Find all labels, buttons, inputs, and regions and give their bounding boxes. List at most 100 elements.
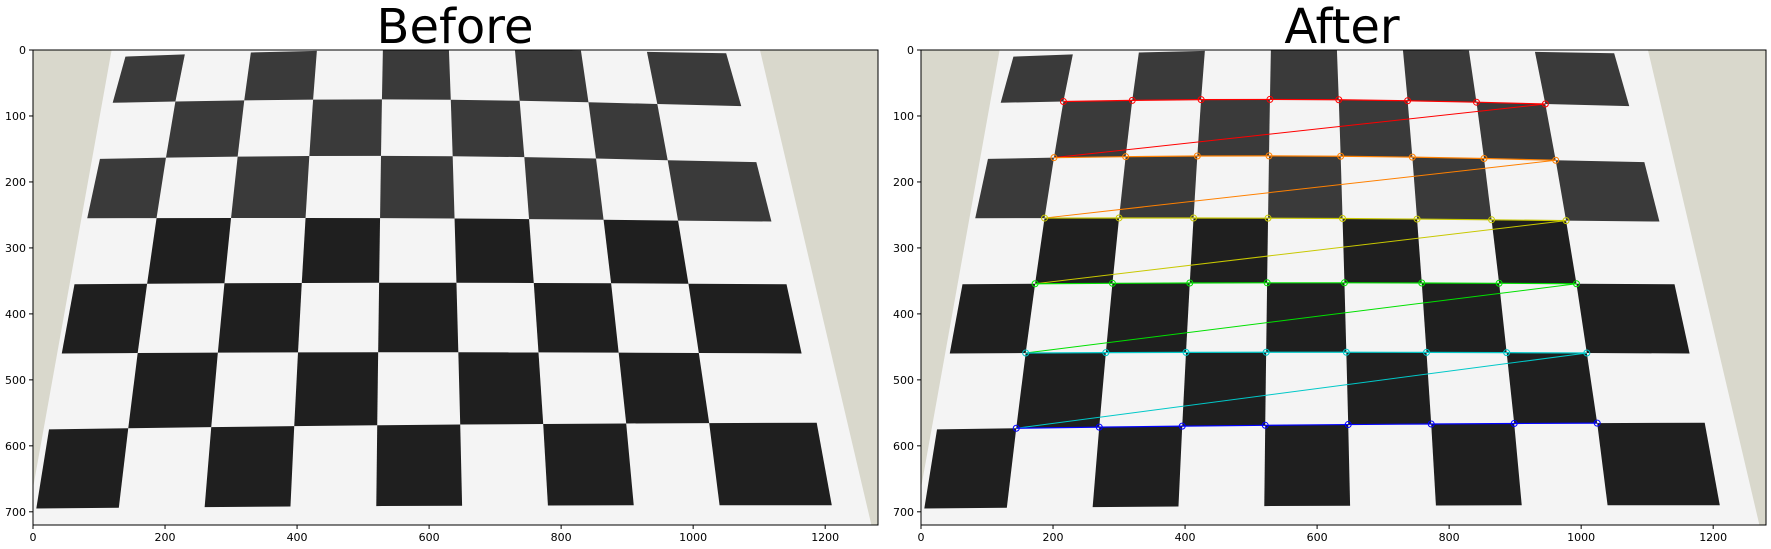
- corner-marker: [1197, 96, 1205, 104]
- board-square: [543, 423, 634, 506]
- panel-before: 0 200 400 600 800 1000 1200 0 100 200 300 400 500 600…: [5, 44, 879, 544]
- corner-row-line: [1035, 282, 1577, 285]
- corner-marker: [1182, 348, 1190, 356]
- y-tick-label: 600: [893, 440, 914, 453]
- corner-marker: [1263, 279, 1271, 287]
- corner-marker: [1503, 349, 1511, 357]
- corner-detections: [1012, 95, 1601, 432]
- corner-marker: [1495, 279, 1503, 287]
- board-square: [524, 157, 604, 220]
- corner-marker: [1339, 215, 1347, 223]
- corner-marker: [1264, 214, 1272, 222]
- y-tick-label: 700: [893, 506, 914, 519]
- board-square: [1092, 426, 1183, 508]
- board-square: [450, 99, 525, 158]
- y-tick-label: 100: [893, 110, 914, 123]
- corner-link-line: [1044, 159, 1556, 219]
- y-tick-label: 0: [907, 44, 914, 57]
- corner-row-line: [1063, 98, 1546, 105]
- corner-marker: [1340, 279, 1348, 287]
- corner-marker: [1418, 279, 1426, 287]
- board-square: [709, 422, 832, 506]
- corner-marker: [1265, 152, 1273, 160]
- board-square: [112, 54, 185, 103]
- board-square: [1182, 352, 1267, 427]
- corner-marker: [1344, 421, 1352, 429]
- board-square: [1491, 219, 1577, 284]
- y-tick-label: 0: [19, 44, 26, 57]
- corner-link-line: [1025, 283, 1577, 354]
- y-tick-label: 100: [5, 110, 26, 123]
- board-square: [1597, 422, 1720, 506]
- board-square: [376, 424, 463, 507]
- corner-marker: [1095, 423, 1103, 431]
- photo-after: [921, 50, 1766, 525]
- board-square: [1053, 100, 1133, 158]
- board-square: [1506, 352, 1598, 424]
- board-square: [244, 50, 317, 101]
- board-square: [1476, 102, 1556, 161]
- board-square: [1402, 50, 1477, 103]
- board-square: [378, 282, 459, 353]
- board-square: [1035, 217, 1120, 284]
- corner-marker: [1041, 214, 1049, 222]
- board-square: [1000, 54, 1073, 103]
- board-square: [165, 100, 245, 158]
- panel-title-after: After: [1284, 0, 1400, 55]
- board-square: [949, 283, 1036, 354]
- corner-link-line: [1053, 103, 1546, 159]
- corner-marker: [1337, 152, 1345, 160]
- board-square: [454, 218, 534, 283]
- corner-row-line: [1044, 217, 1567, 222]
- board-square: [1105, 282, 1190, 353]
- board-square: [1555, 160, 1660, 222]
- corner-marker: [1102, 349, 1110, 357]
- corner-marker: [1031, 280, 1039, 288]
- panel-after: 0 200 400 600 800 1000 1200 0 100 200 300 400 500 600…: [893, 44, 1767, 544]
- x-tick-label: 600: [1307, 531, 1328, 544]
- corner-marker: [1261, 421, 1269, 429]
- corner-marker: [1510, 419, 1518, 427]
- x-tick-label: 1200: [1699, 531, 1727, 544]
- board-square: [588, 102, 668, 161]
- y-tick-label: 300: [893, 242, 914, 255]
- board-square: [603, 219, 689, 284]
- board-square: [924, 428, 1017, 509]
- board-square: [294, 352, 379, 427]
- board-square: [1534, 51, 1630, 107]
- board-square: [1269, 50, 1339, 100]
- y-tick-label: 200: [5, 176, 26, 189]
- x-tick-label: 1000: [679, 531, 707, 544]
- corner-marker: [1408, 153, 1416, 161]
- y-tick-label: 300: [5, 242, 26, 255]
- board-square: [301, 217, 381, 283]
- corner-marker: [1193, 152, 1201, 160]
- board-square: [36, 428, 129, 509]
- corner-marker: [1122, 153, 1130, 161]
- board-square: [204, 426, 295, 508]
- board-square: [1346, 352, 1432, 425]
- axes-frame: [32, 49, 879, 526]
- board-square: [231, 156, 310, 218]
- corner-row-line: [1016, 422, 1598, 429]
- corner-marker: [1128, 96, 1136, 104]
- board-square: [688, 283, 802, 354]
- board-square: [975, 157, 1054, 219]
- corner-marker: [1108, 279, 1116, 287]
- corner-marker: [1488, 216, 1496, 224]
- corner-marker: [1335, 96, 1343, 104]
- corner-marker: [1186, 279, 1194, 287]
- board-square: [1421, 282, 1507, 353]
- corner-marker: [1404, 97, 1412, 105]
- x-tick-label: 800: [1439, 531, 1460, 544]
- board-square: [667, 160, 772, 222]
- x-tick-label: 1200: [811, 531, 839, 544]
- corner-marker: [1050, 154, 1058, 162]
- board-square: [128, 352, 218, 429]
- corner-row-line: [1053, 155, 1556, 161]
- board-square: [533, 282, 619, 353]
- corner-marker: [1115, 214, 1123, 222]
- x-tick-label: 1000: [1567, 531, 1595, 544]
- x-tick-label: 400: [287, 531, 308, 544]
- corner-marker: [1427, 420, 1435, 428]
